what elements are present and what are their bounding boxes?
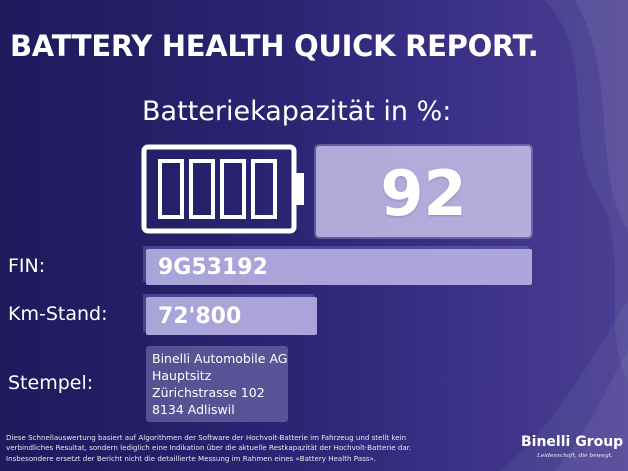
stamp-line: Binelli Automobile AG [152, 351, 288, 366]
disclaimer-line: Insbesondere ersetzt der Bericht nicht d… [6, 453, 377, 463]
battery-full-icon [141, 144, 304, 234]
dealer-stamp: Binelli Automobile AG Hauptsitz Zürichst… [146, 346, 288, 422]
capacity-value: 92 [380, 157, 467, 230]
disclaimer-line: verbindliches Resultat, sondern lediglic… [6, 443, 412, 453]
disclaimer: Diese Schnellauswertung basiert auf Algo… [6, 433, 506, 464]
capacity-heading: Batteriekapazität in %: [142, 96, 452, 127]
brand-slogan: Leidenschaft, die bewegt. [537, 453, 613, 459]
fin-label: FIN: [8, 255, 46, 277]
stamp-line: 8134 Adliswil [152, 402, 235, 417]
disclaimer-line: Diese Schnellauswertung basiert auf Algo… [6, 433, 407, 442]
stamp-line: Zürichstrasse 102 [152, 385, 265, 400]
stamp-label: Stempel: [8, 372, 94, 394]
mileage-value: 72'800 [146, 297, 317, 335]
brand-logo: Binelli Group [521, 434, 624, 450]
report-title: BATTERY HEALTH QUICK REPORT. [10, 29, 539, 63]
stamp-line: Hauptsitz [152, 368, 212, 383]
capacity-box: 92 [316, 146, 531, 237]
mileage-label: Km-Stand: [8, 303, 108, 325]
fin-value: 9G53192 [146, 249, 532, 285]
